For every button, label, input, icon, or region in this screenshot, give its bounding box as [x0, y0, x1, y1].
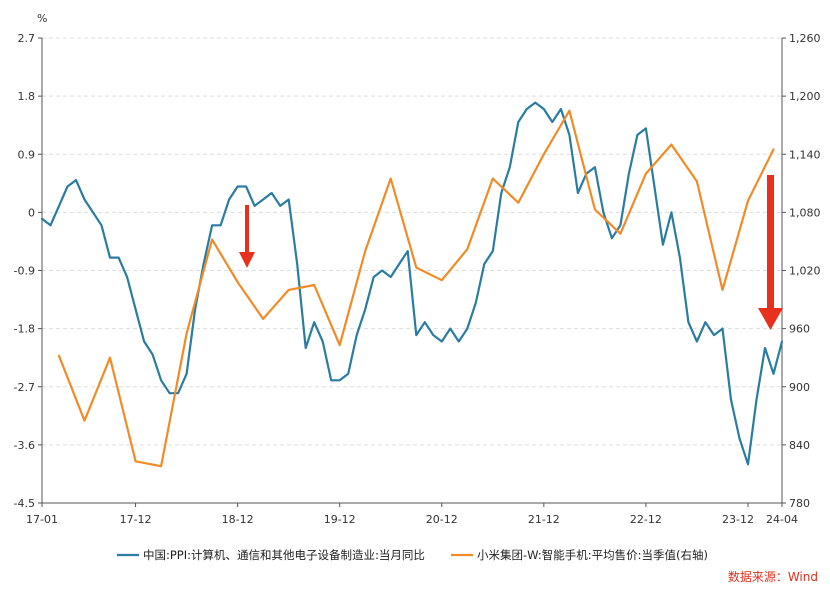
legend-label-xiaomi: 小米集团-W:智能手机:平均售价:当季值(右轴)	[477, 548, 708, 562]
left-tick-label: -3.6	[14, 439, 35, 452]
right-tick-label: 1,020	[789, 265, 821, 278]
left-tick-label: 0.9	[18, 148, 36, 161]
x-tick-label: 21-12	[528, 513, 560, 526]
left-tick-label: 0	[28, 206, 35, 219]
x-tick-label: 19-12	[324, 513, 356, 526]
left-tick-label: -2.7	[14, 381, 35, 394]
x-tick-label: 17-01	[26, 513, 58, 526]
series-line-ppi	[40, 101, 784, 466]
gridlines	[42, 37, 782, 446]
right-tick-label: 900	[789, 381, 810, 394]
annotation-arrow-head-large	[758, 308, 783, 330]
left-tick-label: -0.9	[14, 265, 35, 278]
x-tick-label: 18-12	[222, 513, 254, 526]
right-tick-label: 1,260	[789, 32, 821, 45]
x-tick-label: 22-12	[630, 513, 662, 526]
right-tick-label: 1,080	[789, 206, 821, 219]
left-axis-unit: %	[37, 12, 47, 25]
left-tick-label: 1.8	[18, 90, 36, 103]
annotation-arrow-shaft-large	[767, 175, 774, 310]
left-tick-label: 2.7	[18, 32, 36, 45]
x-tick-label: 20-12	[426, 513, 458, 526]
annotation-arrow-head-small	[239, 252, 255, 268]
x-tick-label: 23-12	[722, 513, 754, 526]
annotation-arrows	[239, 175, 783, 330]
series-line-xiaomi-asp	[57, 109, 775, 468]
axes: 2.7 1.8 0.9 0 -0.9 -1.8 -2.7 -3.6 -4.5 1,260 1,200…	[14, 32, 821, 526]
left-tick-label: -4.5	[14, 497, 35, 510]
legend: 中国:PPI:计算机、通信和其他电子设备制造业:当月同比 小米集团-W:智能手机…	[117, 548, 708, 562]
right-tick-label: 1,200	[789, 90, 821, 103]
source-note: 数据来源：Wind	[728, 569, 818, 584]
legend-label-ppi: 中国:PPI:计算机、通信和其他电子设备制造业:当月同比	[143, 548, 425, 562]
right-tick-label: 780	[789, 497, 810, 510]
right-tick-label: 960	[789, 323, 810, 336]
x-tick-label: 24-04	[766, 513, 798, 526]
series-lines	[40, 101, 784, 468]
right-tick-label: 840	[789, 439, 810, 452]
annotation-arrow-shaft-small	[245, 205, 249, 253]
x-tick-label: 17-12	[120, 513, 152, 526]
left-tick-label: -1.8	[14, 323, 35, 336]
right-tick-label: 1,140	[789, 148, 821, 161]
